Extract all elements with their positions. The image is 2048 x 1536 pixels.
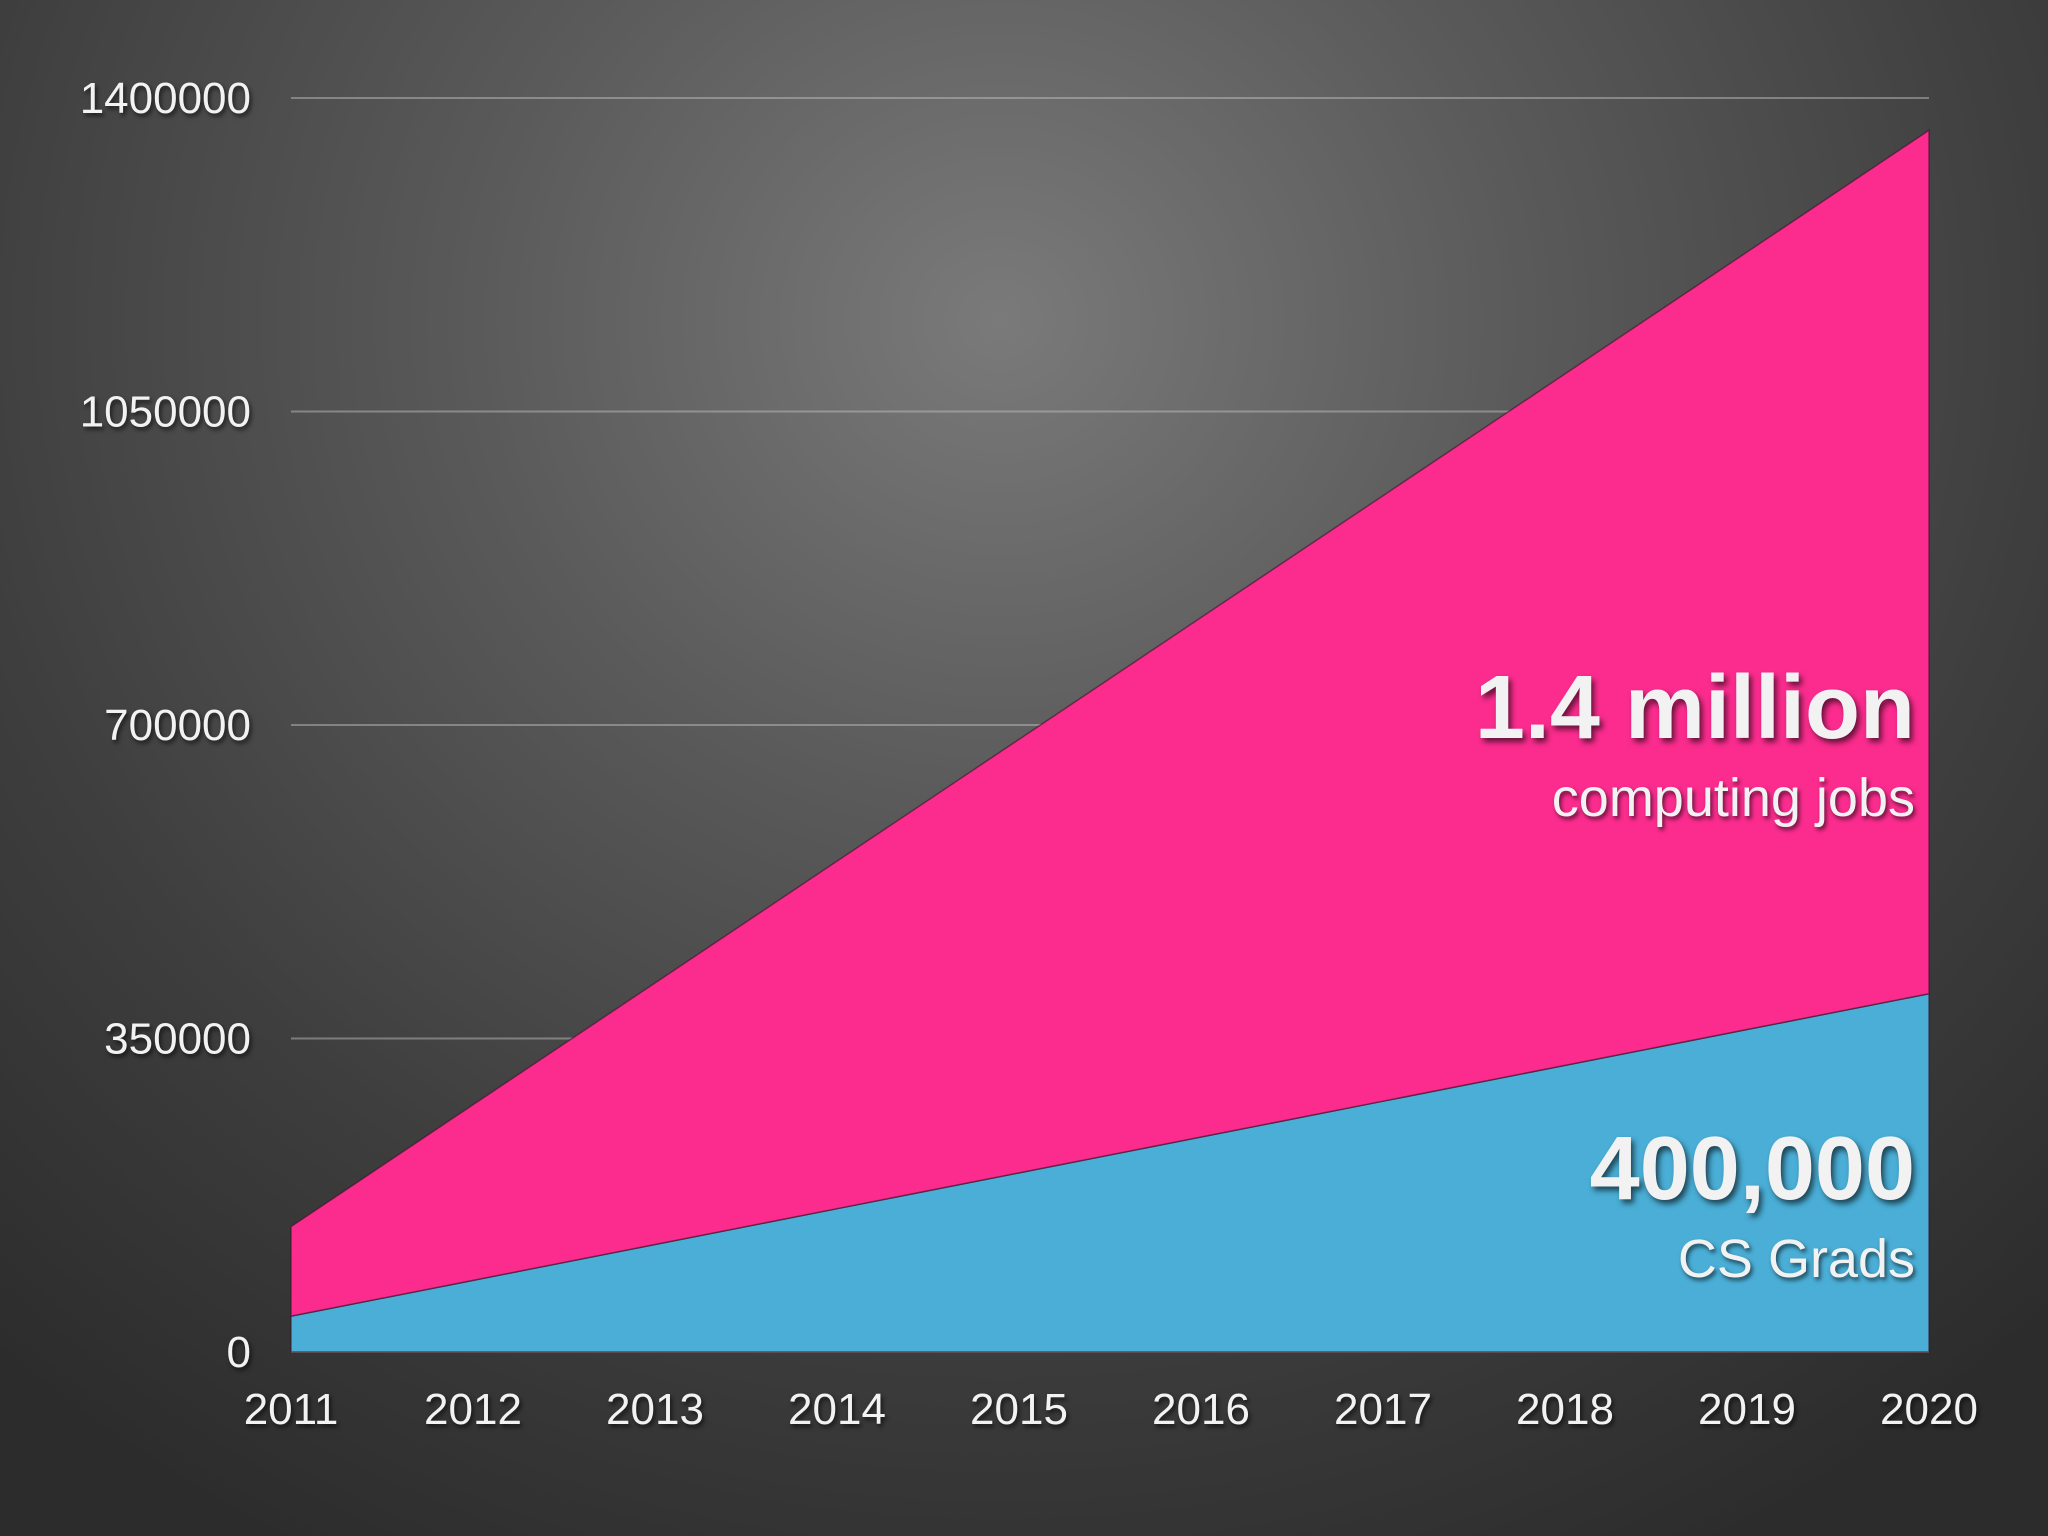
y-tick-label: 0: [227, 1328, 251, 1377]
y-tick-label: 350000: [104, 1015, 251, 1064]
y-tick-label: 1400000: [80, 74, 251, 123]
x-tick-label: 2011: [244, 1385, 339, 1434]
x-tick-label: 2017: [1334, 1385, 1432, 1434]
y-tick-label: 1050000: [80, 388, 251, 437]
x-tick-label: 2014: [788, 1385, 886, 1434]
x-tick-label: 2020: [1880, 1385, 1978, 1434]
annotation-title: 1.4 million: [1475, 658, 1915, 758]
x-tick-label: 2018: [1516, 1385, 1614, 1434]
x-tick-label: 2015: [970, 1385, 1068, 1434]
x-tick-label: 2016: [1152, 1385, 1250, 1434]
x-tick-label: 2012: [424, 1385, 522, 1434]
x-tick-label: 2019: [1698, 1385, 1796, 1434]
annotation-subtitle: CS Grads: [1678, 1229, 1915, 1289]
x-tick-label: 2013: [606, 1385, 704, 1434]
annotation-title: 400,000: [1590, 1119, 1915, 1219]
area: [290, 128, 1930, 1318]
labels: 0 350000 700000 1050000 1400000 2011 2012 2013 2…: [80, 74, 1978, 1434]
areas: [290, 128, 1930, 1353]
y-tick-label: 700000: [104, 701, 251, 750]
annotation-subtitle: computing jobs: [1552, 768, 1915, 828]
